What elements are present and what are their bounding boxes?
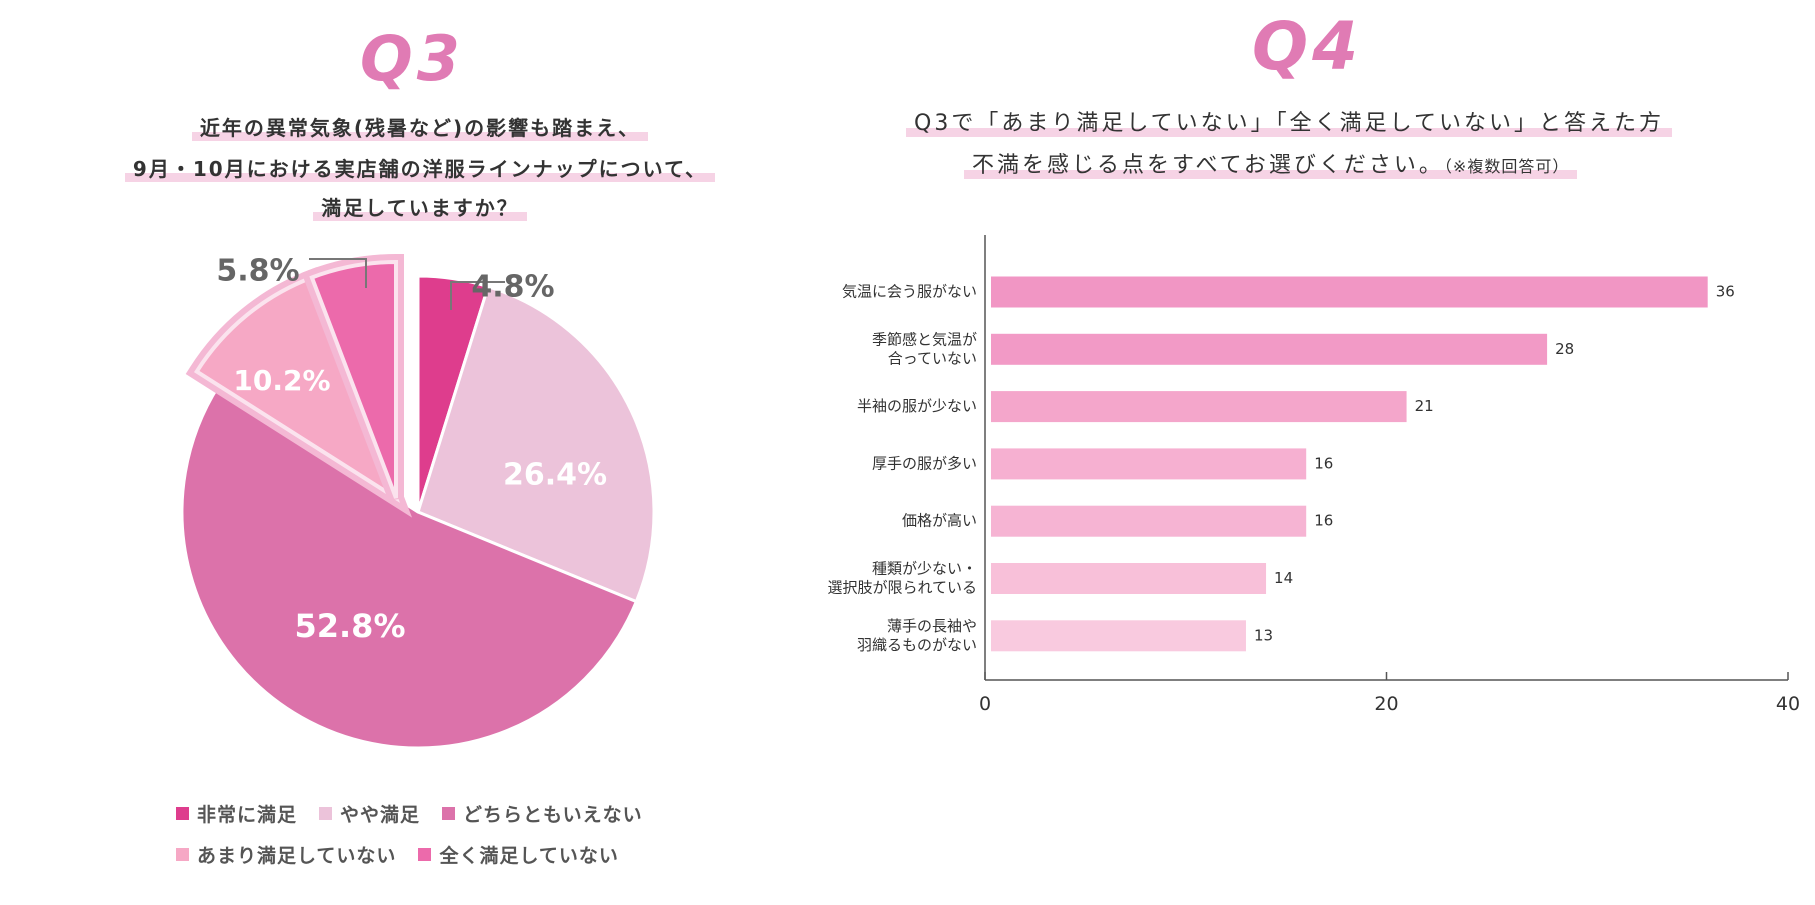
bar bbox=[991, 563, 1267, 594]
q3-legend: 非常に満足 やや満足 どちらともいえない あまり満足していない 全く満足していない bbox=[176, 800, 643, 882]
q3-question-line-1: 近年の異常気象(残暑など)の影響も踏まえ、 bbox=[0, 112, 840, 141]
bar bbox=[991, 276, 1708, 308]
pie-slice-label: 4.8% bbox=[471, 270, 554, 305]
pie-slice-label: 5.8% bbox=[216, 254, 299, 289]
pie-slice-5 bbox=[309, 259, 398, 499]
pie-slice-label: 52.8% bbox=[294, 607, 405, 645]
category-label: 気温に会う服がない bbox=[842, 283, 977, 301]
category-label: 薄手の長袖や羽織るものがない bbox=[857, 617, 977, 654]
legend-item: やや満足 bbox=[319, 800, 420, 827]
q4-question-line-1: Q3で「あまり満足していない」「全く満足していない」と答えた方 bbox=[906, 105, 1672, 137]
bar-value-label: 13 bbox=[1254, 626, 1273, 644]
q3-pie-chart: 4.8% 26.4% 52.8% 10.2% 5.8% bbox=[180, 254, 656, 750]
pie-slice-label: 26.4% bbox=[503, 458, 607, 493]
bar bbox=[991, 391, 1407, 423]
pie-slice-4 bbox=[193, 274, 401, 503]
x-tick-label: 0 bbox=[979, 693, 991, 715]
bar bbox=[991, 333, 1548, 365]
pie-slice-label: 10.2% bbox=[233, 364, 330, 397]
legend-item: 全く満足していない bbox=[418, 841, 618, 868]
legend-item: あまり満足していない bbox=[176, 841, 396, 868]
legend-label: どちらともいえない bbox=[463, 804, 643, 826]
pie-slice-3 bbox=[180, 383, 639, 750]
x-tick-label: 40 bbox=[1776, 693, 1800, 715]
category-label: 季節感と気温が合っていない bbox=[872, 330, 977, 367]
q3-title: Q3 bbox=[360, 22, 464, 95]
legend-item: 非常に満足 bbox=[176, 800, 297, 827]
bar-value-label: 21 bbox=[1415, 397, 1434, 415]
legend-swatch bbox=[176, 848, 189, 861]
bar bbox=[991, 505, 1307, 537]
legend-item: どちらともいえない bbox=[442, 800, 643, 827]
bar-value-label: 14 bbox=[1274, 569, 1293, 587]
pie-slice-2 bbox=[416, 284, 656, 604]
x-tick-label: 20 bbox=[1374, 693, 1398, 715]
legend-swatch bbox=[442, 807, 456, 820]
pie-leader-line bbox=[450, 281, 505, 310]
bar-value-label: 36 bbox=[1716, 283, 1735, 301]
q3-question-line-3: 満足していますか？ bbox=[0, 192, 840, 221]
legend-label: 非常に満足 bbox=[197, 804, 298, 826]
pie-leader-line bbox=[309, 258, 367, 288]
legend-swatch bbox=[418, 848, 432, 861]
legend-swatch bbox=[176, 807, 189, 820]
q4-title: Q4 bbox=[1252, 8, 1363, 85]
q3-question-line-2: 9月・10月における実店舗の洋服ラインナップについて、 bbox=[0, 153, 840, 182]
bar-value-label: 16 bbox=[1314, 454, 1333, 472]
q4-question-line-2: 不満を感じる点をすべてお選びください。（※複数回答可） bbox=[964, 147, 1578, 179]
q4-question-note: （※複数回答可） bbox=[1443, 157, 1570, 176]
legend-label: やや満足 bbox=[340, 804, 421, 826]
bar bbox=[991, 620, 1246, 652]
bar bbox=[991, 448, 1307, 480]
category-label: 半袖の服が少ない bbox=[857, 397, 977, 415]
category-label: 種類が少ない・選択肢が限られている bbox=[827, 560, 977, 597]
category-label: 厚手の服が多い bbox=[872, 454, 977, 472]
legend-label: あまり満足していない bbox=[197, 845, 397, 867]
category-label: 価格が高い bbox=[902, 512, 977, 530]
bar-value-label: 16 bbox=[1314, 512, 1333, 530]
legend-swatch bbox=[319, 807, 333, 820]
bar-value-label: 28 bbox=[1555, 340, 1574, 358]
legend-label: 全く満足していない bbox=[439, 845, 619, 867]
